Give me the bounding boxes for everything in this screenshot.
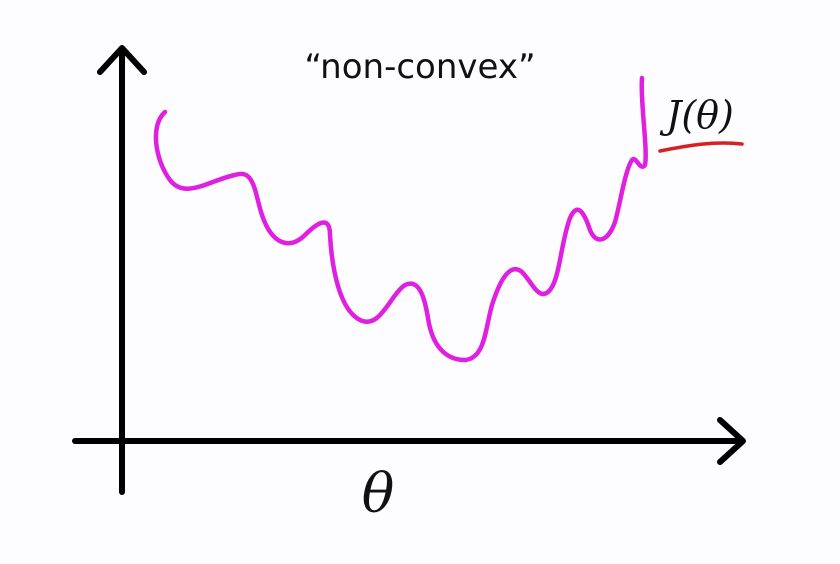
curve-label: J(θ) bbox=[659, 93, 734, 137]
x-axis-arrowhead bbox=[717, 417, 746, 465]
curve-label-underline bbox=[658, 141, 744, 153]
cost-function-curve bbox=[153, 75, 648, 363]
x-axis-label: θ bbox=[362, 462, 395, 525]
chart-title: “non-convex” bbox=[304, 47, 535, 87]
y-axis-arrowhead bbox=[97, 45, 147, 75]
